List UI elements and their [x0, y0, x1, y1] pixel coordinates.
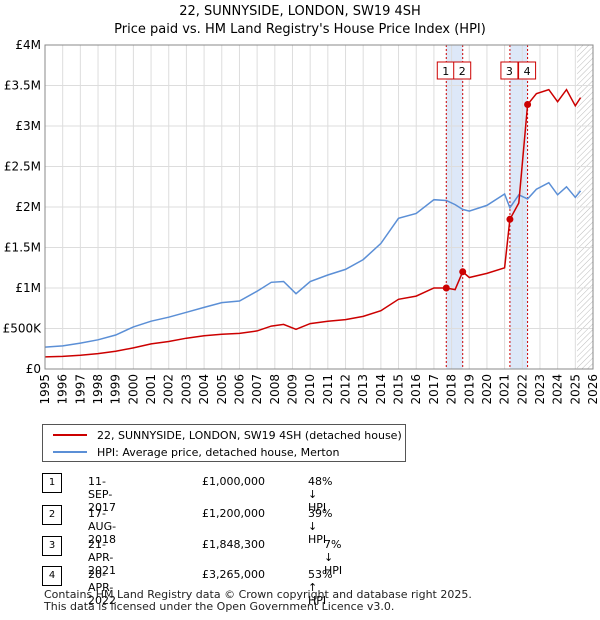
footer-licence: This data is licensed under the Open Gov… — [44, 600, 395, 613]
legend-swatch-price — [53, 434, 87, 436]
x-tick-label: 2007 — [250, 374, 264, 405]
transaction-price: £1,200,000 — [202, 507, 265, 520]
transaction-badge: 4 — [42, 566, 62, 586]
chart-subtitle: Price paid vs. HM Land Registry's House … — [114, 22, 486, 37]
x-tick-label: 2010 — [303, 374, 317, 405]
y-tick-label: £0 — [26, 362, 41, 376]
y-tick-label: £3M — [15, 119, 41, 133]
transaction-price: £3,265,000 — [202, 568, 265, 581]
transaction-hpi: 48% ↓ HPI — [308, 475, 333, 514]
legend-label-price: 22, SUNNYSIDE, LONDON, SW19 4SH (detache… — [97, 428, 402, 442]
footer-copyright: Contains HM Land Registry data © Crown c… — [44, 588, 472, 601]
x-tick-label: 2014 — [374, 374, 388, 405]
x-tick-label: 2003 — [179, 374, 193, 405]
marker-badge — [500, 61, 519, 80]
y-tick-label: £2.5M — [4, 160, 41, 174]
x-tick-label: 2005 — [215, 374, 229, 405]
marker-badge — [453, 61, 472, 80]
x-tick-label: 2022 — [515, 374, 529, 405]
x-tick-label: 2004 — [197, 374, 211, 405]
x-tick-label: 2021 — [498, 374, 512, 405]
legend-label-hpi: HPI: Average price, detached house, Mert… — [97, 445, 340, 459]
transaction-date: 11-SEP-2017 — [88, 475, 116, 514]
x-tick-label: 2020 — [480, 374, 494, 405]
x-tick-label: 1998 — [91, 374, 105, 405]
x-tick-label: 1997 — [73, 374, 87, 405]
x-tick-label: 2000 — [126, 374, 140, 405]
x-tick-label: 2011 — [321, 374, 335, 405]
x-tick-label: 2018 — [445, 374, 459, 405]
footer: Contains HM Land Registry data © Crown c… — [44, 589, 472, 613]
y-tick-label: £4M — [15, 38, 41, 52]
x-tick-label: 1999 — [109, 374, 123, 405]
transaction-hpi: 7% ↓ HPI — [324, 538, 343, 577]
transaction-hpi: 53% ↑ HPI — [308, 568, 333, 607]
sale-point — [459, 268, 467, 276]
y-tick-label: £500K — [3, 322, 43, 336]
transaction-date: 21-APR-2021 — [88, 538, 116, 577]
transaction-hpi: 39% ↓ HPI — [308, 507, 333, 546]
x-tick-label: 1996 — [56, 374, 70, 405]
x-tick-label: 2025 — [568, 374, 582, 405]
x-tick-label: 2019 — [462, 374, 476, 405]
sale-point — [524, 101, 532, 109]
marker-badge-label: 2 — [459, 65, 466, 78]
transaction-badge: 3 — [42, 536, 62, 556]
x-tick-label: 2023 — [533, 374, 547, 405]
transaction-date: 17-AUG-2018 — [88, 507, 117, 546]
y-tick-label: £1.5M — [4, 241, 41, 255]
x-tick-label: 2006 — [232, 374, 246, 405]
plot-border — [44, 44, 594, 370]
transaction-date: 20-APR-2022 — [88, 568, 116, 607]
price-chart: £0 £500K £1M £1.5M £2M £2.5M £3M £3.5M £4M 1995 19… — [3, 38, 600, 405]
marker-badge-label: 4 — [524, 65, 531, 78]
marker-badge-label: 3 — [506, 65, 513, 78]
x-tick-label: 2002 — [162, 374, 176, 405]
legend-swatch-hpi — [53, 451, 87, 453]
y-tick-label: £3.5M — [4, 79, 41, 93]
legend: 22, SUNNYSIDE, LONDON, SW19 4SH (detache… — [42, 424, 406, 462]
x-tick-label: 2013 — [356, 374, 370, 405]
marker-badge-label: 1 — [442, 65, 449, 78]
transaction-price: £1,000,000 — [202, 475, 265, 488]
x-tick-label: 2008 — [268, 374, 282, 405]
marker-badge — [518, 61, 537, 80]
legend-item-price: 22, SUNNYSIDE, LONDON, SW19 4SH (detache… — [53, 427, 402, 443]
y-tick-label: £2M — [15, 200, 41, 214]
price-series-line — [44, 88, 582, 358]
x-tick-label: 2026 — [586, 374, 600, 405]
x-tick-label: 2024 — [551, 374, 565, 405]
x-tick-label: 2015 — [392, 374, 406, 405]
x-tick-label: 2016 — [409, 374, 423, 405]
chart-title: 22, SUNNYSIDE, LONDON, SW19 4SH — [179, 4, 421, 19]
transaction-price: £1,848,300 — [202, 538, 265, 551]
sale-point — [442, 284, 450, 292]
sale-point — [506, 215, 514, 223]
transaction-badge: 2 — [42, 505, 62, 525]
x-tick-label: 2009 — [285, 374, 299, 405]
hpi-series-line — [44, 181, 582, 348]
x-tick-label: 2001 — [144, 374, 158, 405]
x-tick-label: 1995 — [38, 374, 52, 405]
transaction-badge: 1 — [42, 473, 62, 493]
legend-item-hpi: HPI: Average price, detached house, Mert… — [53, 444, 339, 460]
x-tick-label: 2017 — [427, 374, 441, 405]
x-tick-label: 2012 — [339, 374, 353, 405]
y-tick-label: £1M — [15, 281, 41, 295]
